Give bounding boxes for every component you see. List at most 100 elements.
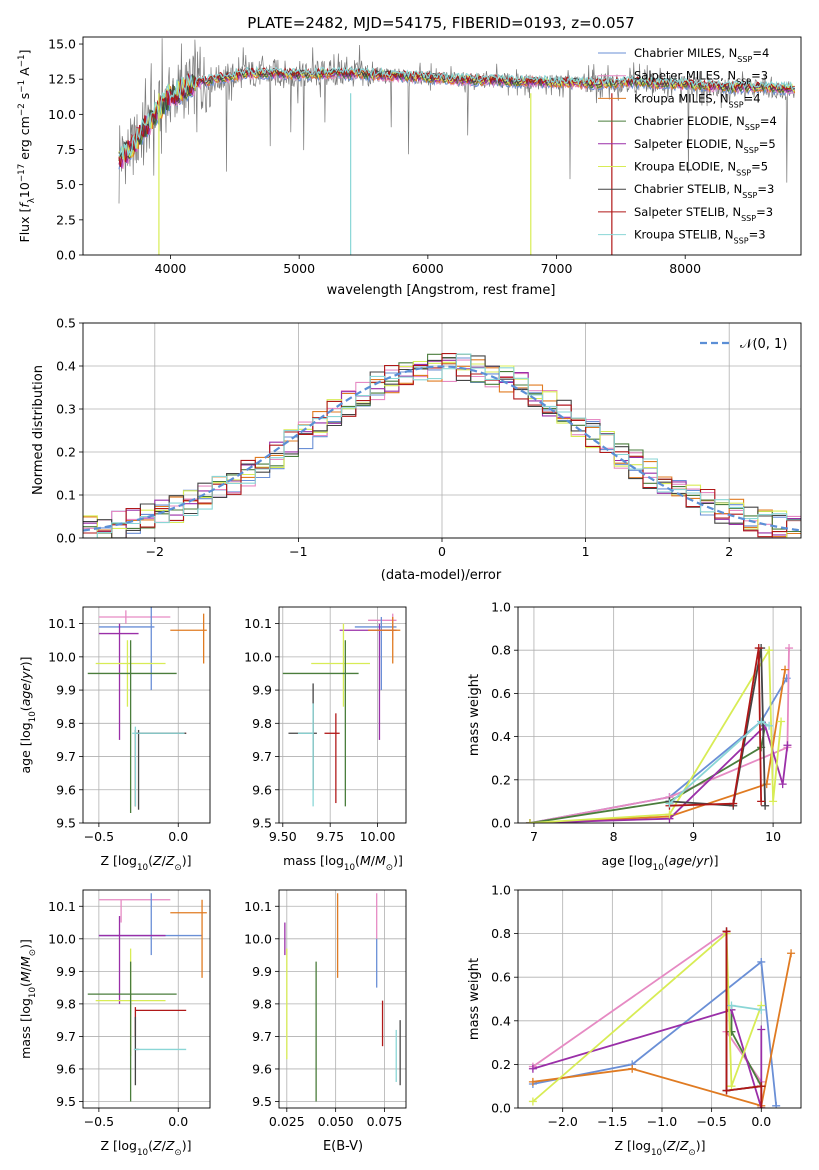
error-bar-point <box>170 899 207 978</box>
y-tick-label: 0.0 <box>491 1101 511 1116</box>
plot-area <box>83 353 801 538</box>
legend-label-part: =4 <box>752 46 769 60</box>
z-weight-xlabel-part: 10 <box>651 1148 662 1158</box>
legend-label-part: SSP <box>729 100 744 109</box>
age-weight-xlabel-part: 10 <box>653 863 664 873</box>
z-weight-xlabel-part: Z [ <box>615 1138 632 1153</box>
z-mass-ylabel-part: ( <box>18 982 33 987</box>
y-tick-label: 9.6 <box>252 1061 272 1076</box>
error-bar-point <box>134 1016 139 1086</box>
weight-marker <box>765 646 774 655</box>
ebv-vs-mass-panel: 0.025 0.050 0.075 9.5 9.6 9.7 9.8 9.9 10.0 10.1 <box>244 889 407 1129</box>
y-tick-label: 9.7 <box>56 1029 76 1044</box>
y-tick-label: 0.8 <box>491 926 511 941</box>
error-bar-point <box>87 961 177 1102</box>
mass-age-xlabel-part: M <box>375 853 386 868</box>
y-tick-label: 0.5 <box>56 316 76 331</box>
weight-marker <box>722 1086 731 1095</box>
x-tick-label: 9.75 <box>316 829 344 844</box>
legend-label-part: SSP <box>744 145 759 154</box>
mass-age-xlabel-part: mass [ <box>283 853 325 868</box>
plot-area <box>528 927 796 1108</box>
weight-marker <box>757 1025 766 1034</box>
legend-label-part: SSP <box>741 213 756 222</box>
error-bar-point <box>98 610 171 624</box>
spectrum-panel: 4000 5000 6000 7000 8000 0.0 2.5 5.0 7.5 10.0 12.5… <box>48 37 802 276</box>
error-bar-point <box>368 616 401 664</box>
z-weight-xlabel-part: / <box>676 1138 681 1153</box>
z-age-ylabel-part: 10 <box>28 711 38 722</box>
z-weight-panel: −2.0 −1.5 −1.0 −0.5 0.0 0.0 0.2 0.4 0.6 0.8 1.0 <box>491 883 802 1129</box>
z-mass-xlabel-part: ⊙ <box>174 1148 181 1158</box>
weight-line <box>731 1004 762 1011</box>
axes-frame <box>278 606 407 824</box>
z-age-ylabel-part: yr <box>18 665 33 679</box>
weight-line <box>669 647 762 807</box>
weight-marker <box>772 1101 781 1108</box>
z-mass-ylabel-part: mass [ <box>18 1017 33 1059</box>
weight-marker <box>777 717 786 726</box>
y-tick-label: 10.1 <box>48 616 76 631</box>
age-weight-xlabel-part: )] <box>709 853 719 868</box>
y-tick-label: 9.5 <box>56 1094 76 1109</box>
y-tick-label: 0.2 <box>491 1057 511 1072</box>
x-tick-label: 9 <box>689 829 697 844</box>
age-weight-xlabel-part: age [ <box>601 853 633 868</box>
weight-marker <box>757 1082 766 1091</box>
legend-label: 𝒩(0, 1) <box>740 337 787 352</box>
y-tick-label: 9.5 <box>56 816 76 831</box>
plot-area <box>525 644 794 823</box>
z-weight-xlabel-part: Z <box>666 1138 676 1153</box>
y-tick-label: 9.5 <box>252 1094 272 1109</box>
spectrum-ylabel-part: f <box>17 202 32 208</box>
y-tick-label: 0.0 <box>56 531 76 546</box>
z-mass-ylabel-part: )] <box>18 939 33 949</box>
spectrum-ylabel-part: −1 <box>17 80 27 93</box>
x-tick-label: 9.50 <box>269 829 297 844</box>
error-bar-point <box>98 916 166 1004</box>
spectrum-ylabel-part: λ <box>27 198 37 203</box>
spectrum-ylabel-part: −17 <box>17 164 27 182</box>
weight-marker <box>757 1005 766 1014</box>
weight-marker <box>665 799 674 808</box>
spectrum-title: PLATE=2482, MJD=54175, FIBERID=0193, z=0… <box>247 14 634 32</box>
z-age-xlabel-part: Z <box>165 853 175 868</box>
y-tick-label: 0.1 <box>56 488 76 503</box>
legend-label-part: SSP <box>736 168 751 177</box>
plot-area <box>282 613 401 807</box>
error-bar-point <box>98 607 155 691</box>
residual-histogram-panel: −2 −1 0 1 2 0.0 0.1 0.2 0.3 0.4 0.5 <box>56 316 802 559</box>
histogram-ylabel: Normed distribution <box>31 365 46 495</box>
weight-marker <box>665 810 674 819</box>
legend-label: Kroupa MILES, NSSP=4 <box>634 91 761 109</box>
error-bar-point <box>311 623 370 707</box>
y-tick-label: 0.8 <box>491 643 511 658</box>
x-tick-label: 10.00 <box>360 829 396 844</box>
axes-frame <box>517 889 802 1109</box>
z-weight-xlabel-part: ⊙ <box>688 1148 695 1158</box>
weight-line <box>725 931 763 1108</box>
z-age-ylabel-part: age <box>18 683 33 707</box>
z-mass-xlabel-part: log <box>118 1138 137 1153</box>
spectrum-ylabel-part: −2 <box>17 103 27 116</box>
legend-label-part: SSP <box>734 236 749 245</box>
axes-frame <box>517 606 802 824</box>
z-weight-xlabel-part: log <box>632 1138 651 1153</box>
legend-label-part: Salpeter ELODIE, N <box>634 137 744 151</box>
z-vs-age-panel: −0.5 0.0 9.5 9.6 9.7 9.8 9.9 10.0 10.1 <box>48 606 211 844</box>
y-tick-label: 0.6 <box>491 970 511 985</box>
z-age-xlabel-part: 10 <box>137 863 148 873</box>
y-tick-label: 9.8 <box>56 716 76 731</box>
weight-line <box>529 669 786 823</box>
histogram-xlabel: (data-model)/error <box>381 568 502 583</box>
legend-label-part: SSP <box>742 191 757 200</box>
x-tick-label: 2 <box>725 544 733 559</box>
x-tick-label: 0.0 <box>751 1114 771 1129</box>
z-mass-xlabel-part: 10 <box>137 1148 148 1158</box>
y-tick-label: 0.0 <box>56 248 76 263</box>
x-tick-label: 0.0 <box>168 829 188 844</box>
y-tick-label: 9.8 <box>252 716 272 731</box>
z-mass-xlabel-part: Z [ <box>101 1138 118 1153</box>
y-tick-label: 10.0 <box>48 107 76 122</box>
